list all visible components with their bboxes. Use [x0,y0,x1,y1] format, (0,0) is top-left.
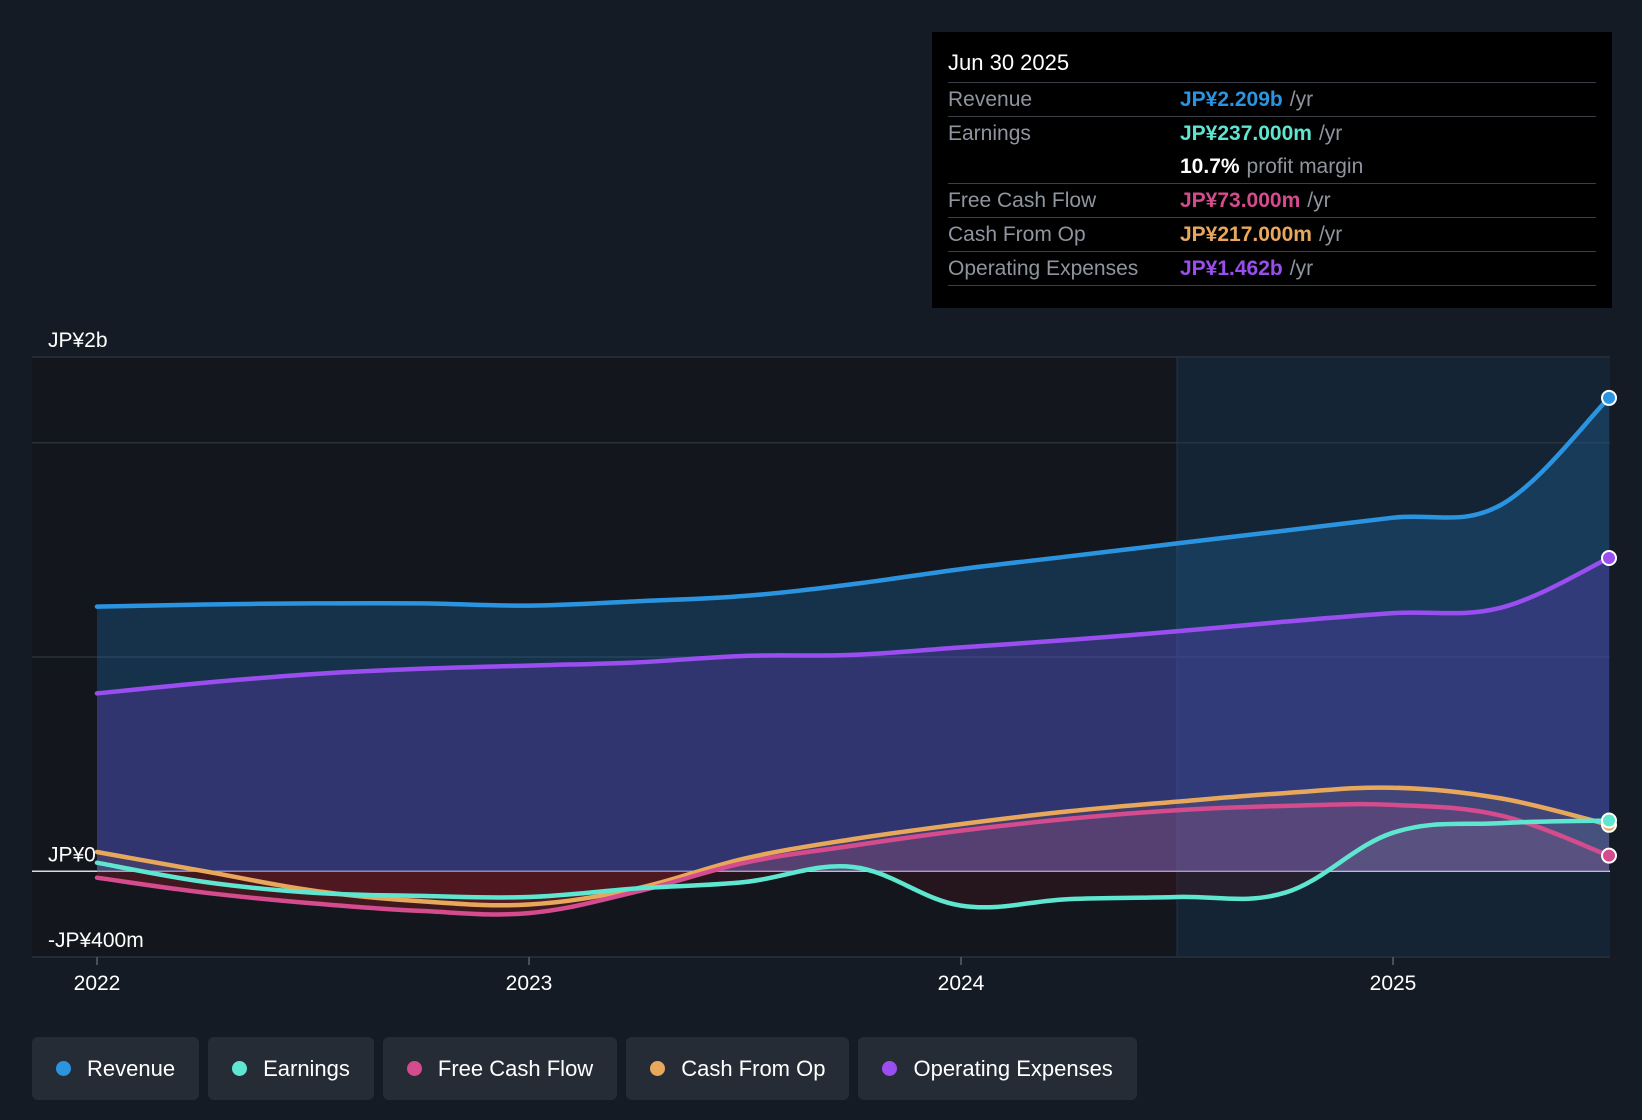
tooltip-margin-value: 10.7% [1180,154,1240,178]
x-tick-label: 2023 [506,972,553,995]
opex-dot-icon [882,1061,898,1076]
revenue-dot-icon [56,1061,71,1076]
revenue-line [94,395,1612,609]
fcf-end-dot [1601,847,1617,864]
tooltip-opex-value: JP¥1.462b [1180,256,1283,280]
tooltip-revenue-value: JP¥2.209b [1180,87,1283,111]
tooltip-opex-unit: /yr [1289,256,1314,280]
earnings-end-dot [1601,812,1617,829]
earnings-dot-icon [232,1061,248,1076]
legend-item-revenue[interactable]: Revenue [32,1037,200,1100]
gridlines [32,356,1610,958]
x-axis-labels: 2022 2023 2024 2025 [74,957,1417,995]
tooltip-row-revenue: Revenue JP¥2.209b /yr [948,83,1596,117]
revenue-end-dot [1601,389,1617,406]
earnings-line [94,818,1612,910]
tooltip-row-margin: 10.7% profit margin [948,150,1596,184]
legend-revenue-label: Revenue [87,1055,176,1081]
tooltip-opex-label: Operating Expenses [948,256,1139,280]
tooltip-row-earnings: Earnings JP¥237.000m /yr [948,117,1596,150]
tooltip-cfo-unit: /yr [1318,222,1343,246]
tooltip-fcf-unit: /yr [1307,188,1331,212]
opex-area [97,558,1609,871]
tooltip-fcf-value: JP¥73.000m [1180,188,1301,212]
series-end-dots [1601,389,1617,864]
tooltip-earnings-label: Earnings [948,121,1031,145]
opex-end-dot [1601,550,1617,566]
x-tick-label: 2025 [1370,972,1417,995]
tooltip-row-fcf: Free Cash Flow JP¥73.000m /yr [948,184,1596,218]
y-tick-label: JP¥0 [48,843,96,866]
tooltip-fcf-label: Free Cash Flow [948,188,1097,212]
chart-legend: Revenue Earnings Free Cash Flow Cash Fro… [32,1037,1137,1100]
legend-earnings-label: Earnings [263,1055,350,1081]
opex-line [94,555,1612,696]
fcf-line [94,801,1612,917]
tooltip-cfo-value: JP¥217.000m [1180,222,1312,246]
tooltip-revenue-label: Revenue [948,87,1033,111]
tooltip-panel: Jun 30 2025 Revenue JP¥2.209b /yr Earnin… [932,32,1612,308]
y-tick-label: JP¥2b [48,329,108,352]
legend-fcf-label: Free Cash Flow [437,1055,594,1081]
tooltip-date: Jun 30 2025 [948,46,1596,83]
cfo-dot-icon [650,1061,666,1076]
legend-item-cfo[interactable]: Cash From Op [626,1037,850,1100]
series-lines [94,395,1612,917]
revenue-area [97,397,1609,871]
legend-item-fcf[interactable]: Free Cash Flow [382,1037,618,1100]
tooltip-revenue-unit: /yr [1289,87,1314,111]
tooltip-earnings-unit: /yr [1318,121,1343,145]
tooltip-row-cfo: Cash From Op JP¥217.000m /yr [948,218,1596,252]
tooltip-margin-text: profit margin [1246,154,1364,178]
legend-item-opex[interactable]: Operating Expenses [858,1037,1137,1100]
tooltip-cfo-label: Cash From Op [948,222,1086,246]
legend-item-earnings[interactable]: Earnings [208,1037,374,1100]
y-tick-label: -JP¥400m [48,929,144,952]
chart-canvas: JP¥2b JP¥0 -JP¥400m 2022 2023 2024 2025 [32,329,1617,995]
x-tick-label: 2022 [74,972,121,995]
legend-opex-label: Operating Expenses [913,1055,1113,1081]
tooltip-earnings-value: JP¥237.000m [1180,121,1312,145]
tooltip-row-opex: Operating Expenses JP¥1.462b /yr [948,252,1596,286]
legend-cfo-label: Cash From Op [681,1055,826,1081]
y-axis-labels: JP¥2b JP¥0 -JP¥400m [48,329,144,952]
x-tick-label: 2024 [938,972,985,995]
fcf-area [711,804,1609,871]
fcf-dot-icon [406,1061,422,1076]
